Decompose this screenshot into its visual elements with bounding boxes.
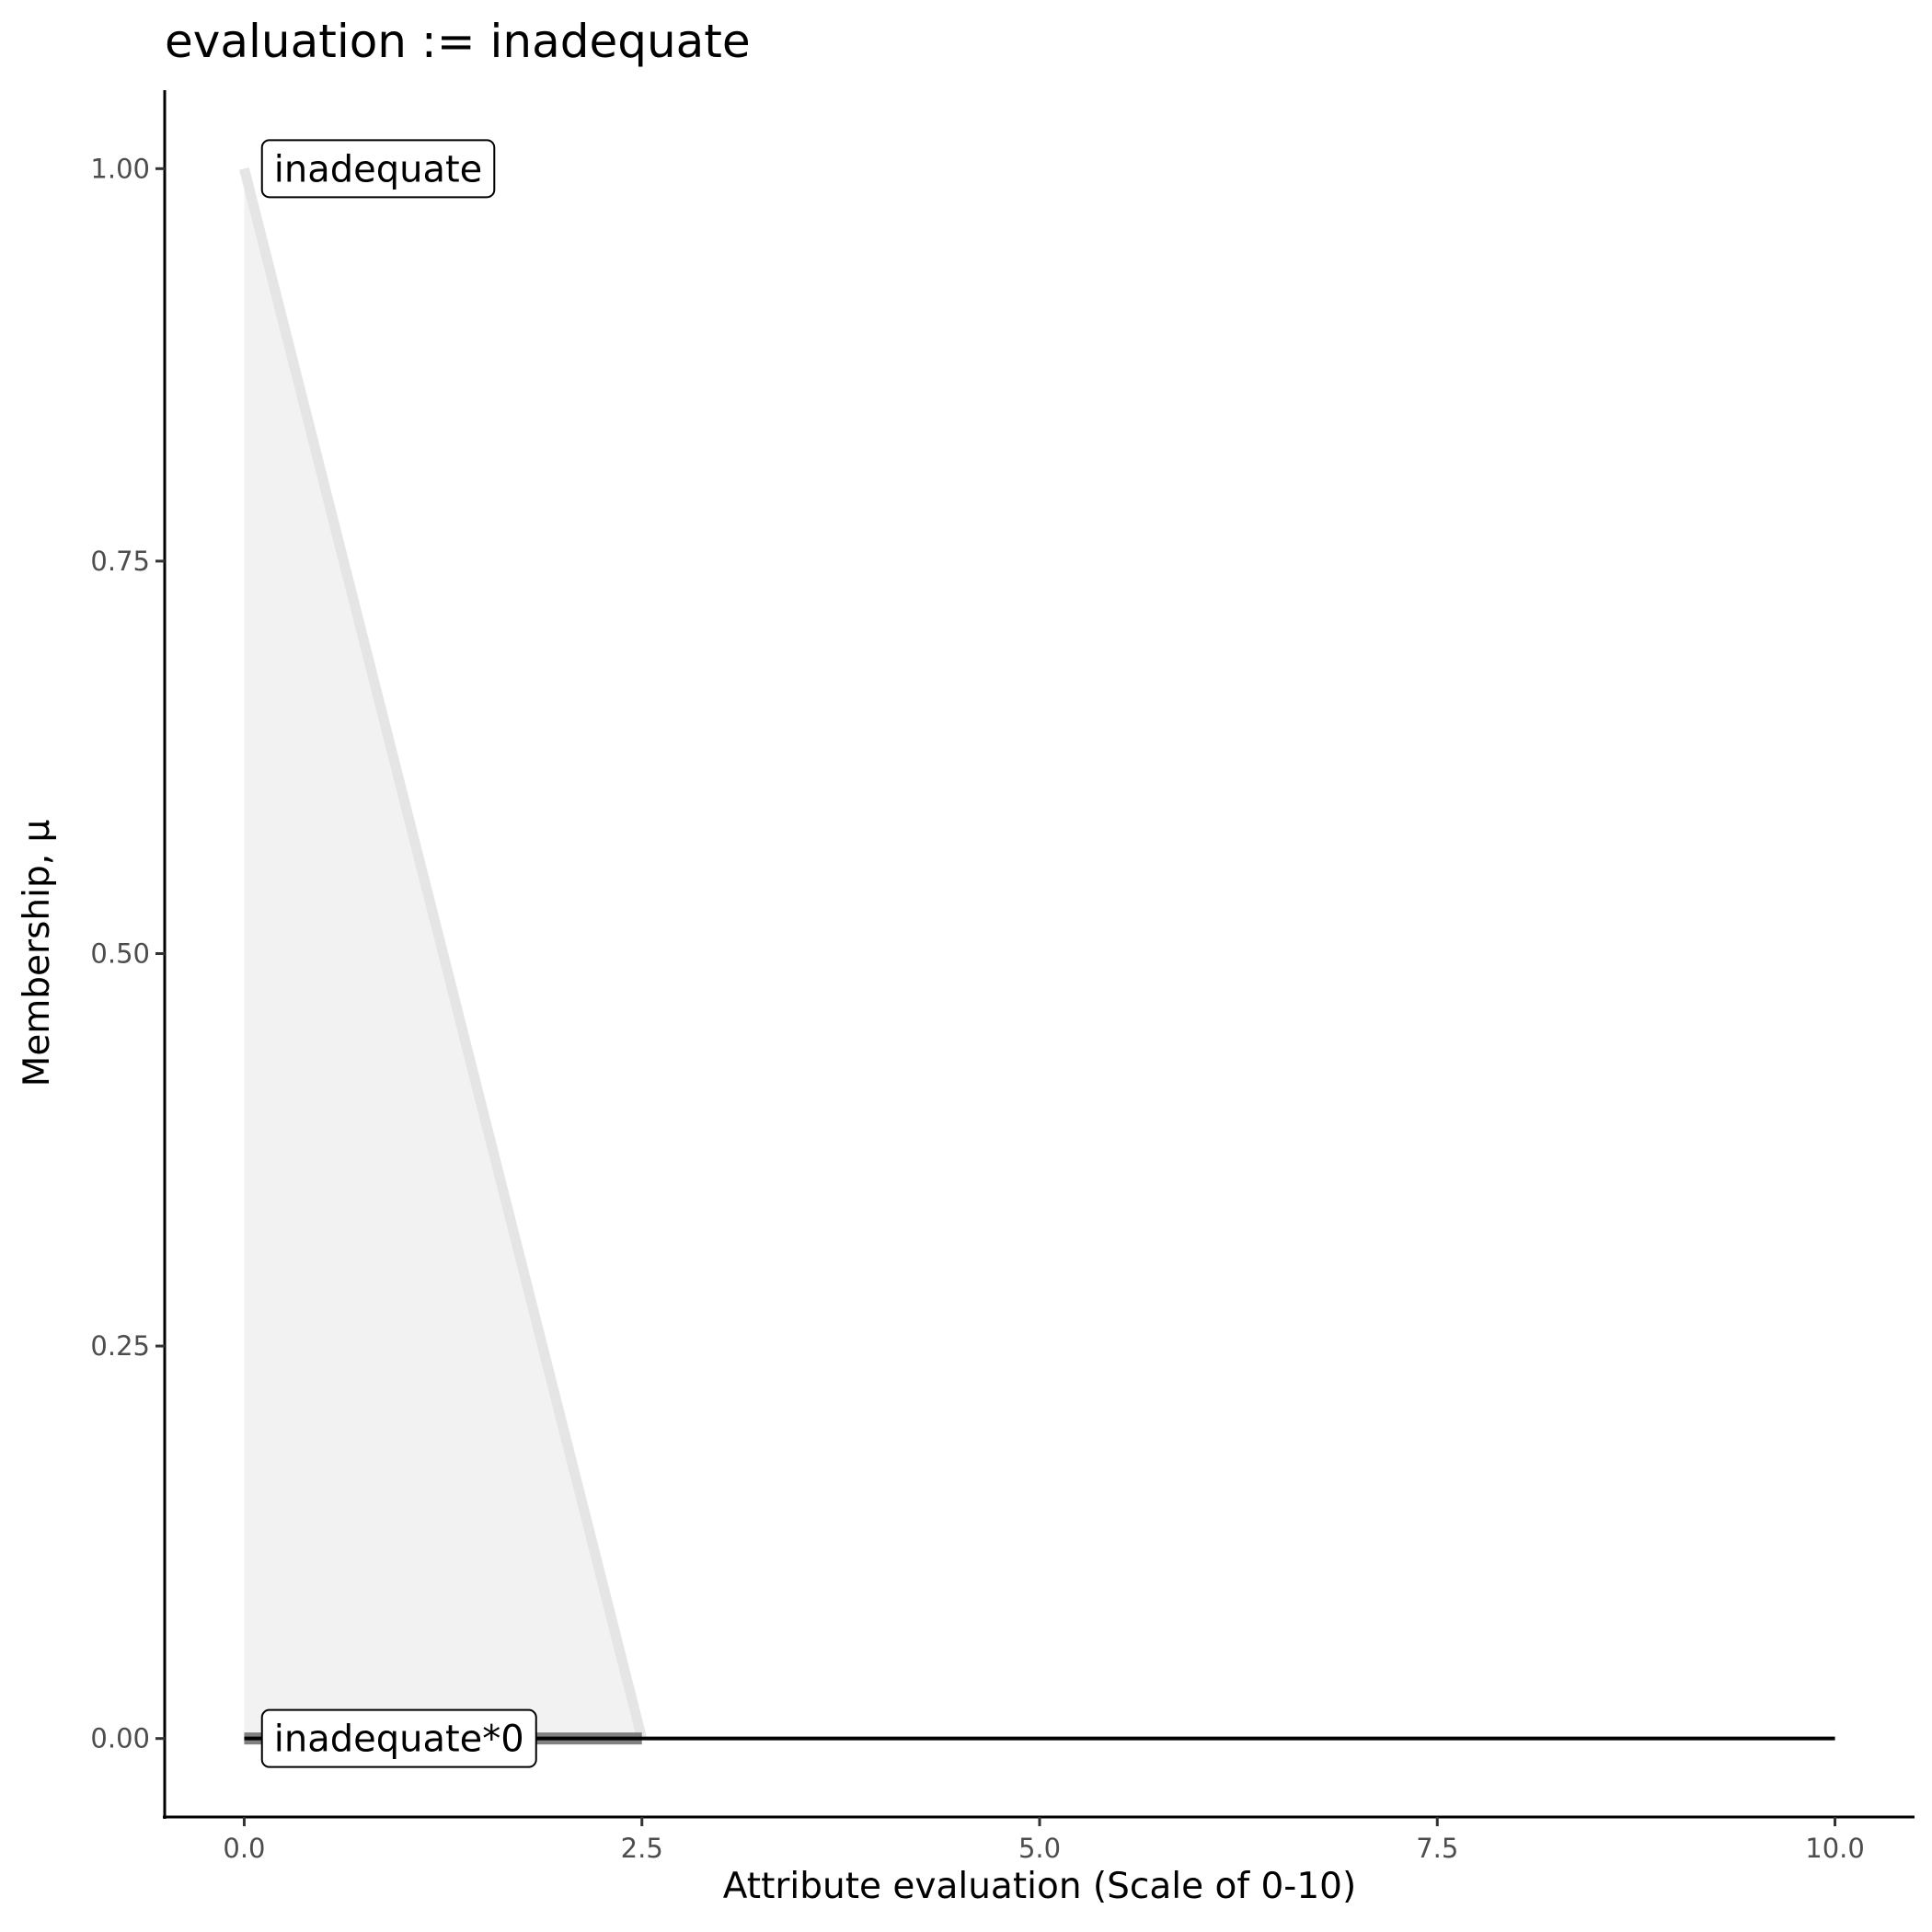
plot-area: 0.0 2.5 5.0 7.5 10.0 0.00 0.25 0.50 0.75 1.00 inad…: [90, 90, 1915, 1864]
x-axis-title: Attribute evaluation (Scale of 0-10): [723, 1866, 1356, 1907]
annotation-box: [260, 139, 496, 199]
y-tick-label: 0.25: [90, 1330, 150, 1362]
y-axis-title: Membership, μ: [17, 820, 58, 1087]
y-tick-label: 0.75: [90, 546, 150, 577]
x-tick-label: 2.5: [621, 1833, 663, 1864]
annotation-label: inadequate*0: [260, 1708, 537, 1768]
x-tick-label: 10.0: [1805, 1833, 1865, 1864]
x-tick-label: 7.5: [1416, 1833, 1458, 1864]
x-tick-label: 0.0: [223, 1833, 265, 1864]
y-tick-label: 1.00: [90, 153, 150, 184]
annotation-box: [260, 1708, 537, 1768]
chart-title: evaluation := inadequate: [165, 15, 751, 68]
membership-line-inadequate: [239, 167, 648, 1741]
x-tick-label: 5.0: [1018, 1833, 1061, 1864]
y-tick-label: 0.50: [90, 938, 150, 970]
annotation-text: inadequate*0: [274, 1719, 524, 1761]
annotation-label: inadequate: [260, 139, 496, 199]
y-tick-label: 0.00: [90, 1723, 150, 1754]
annotation-text: inadequate: [274, 148, 483, 190]
